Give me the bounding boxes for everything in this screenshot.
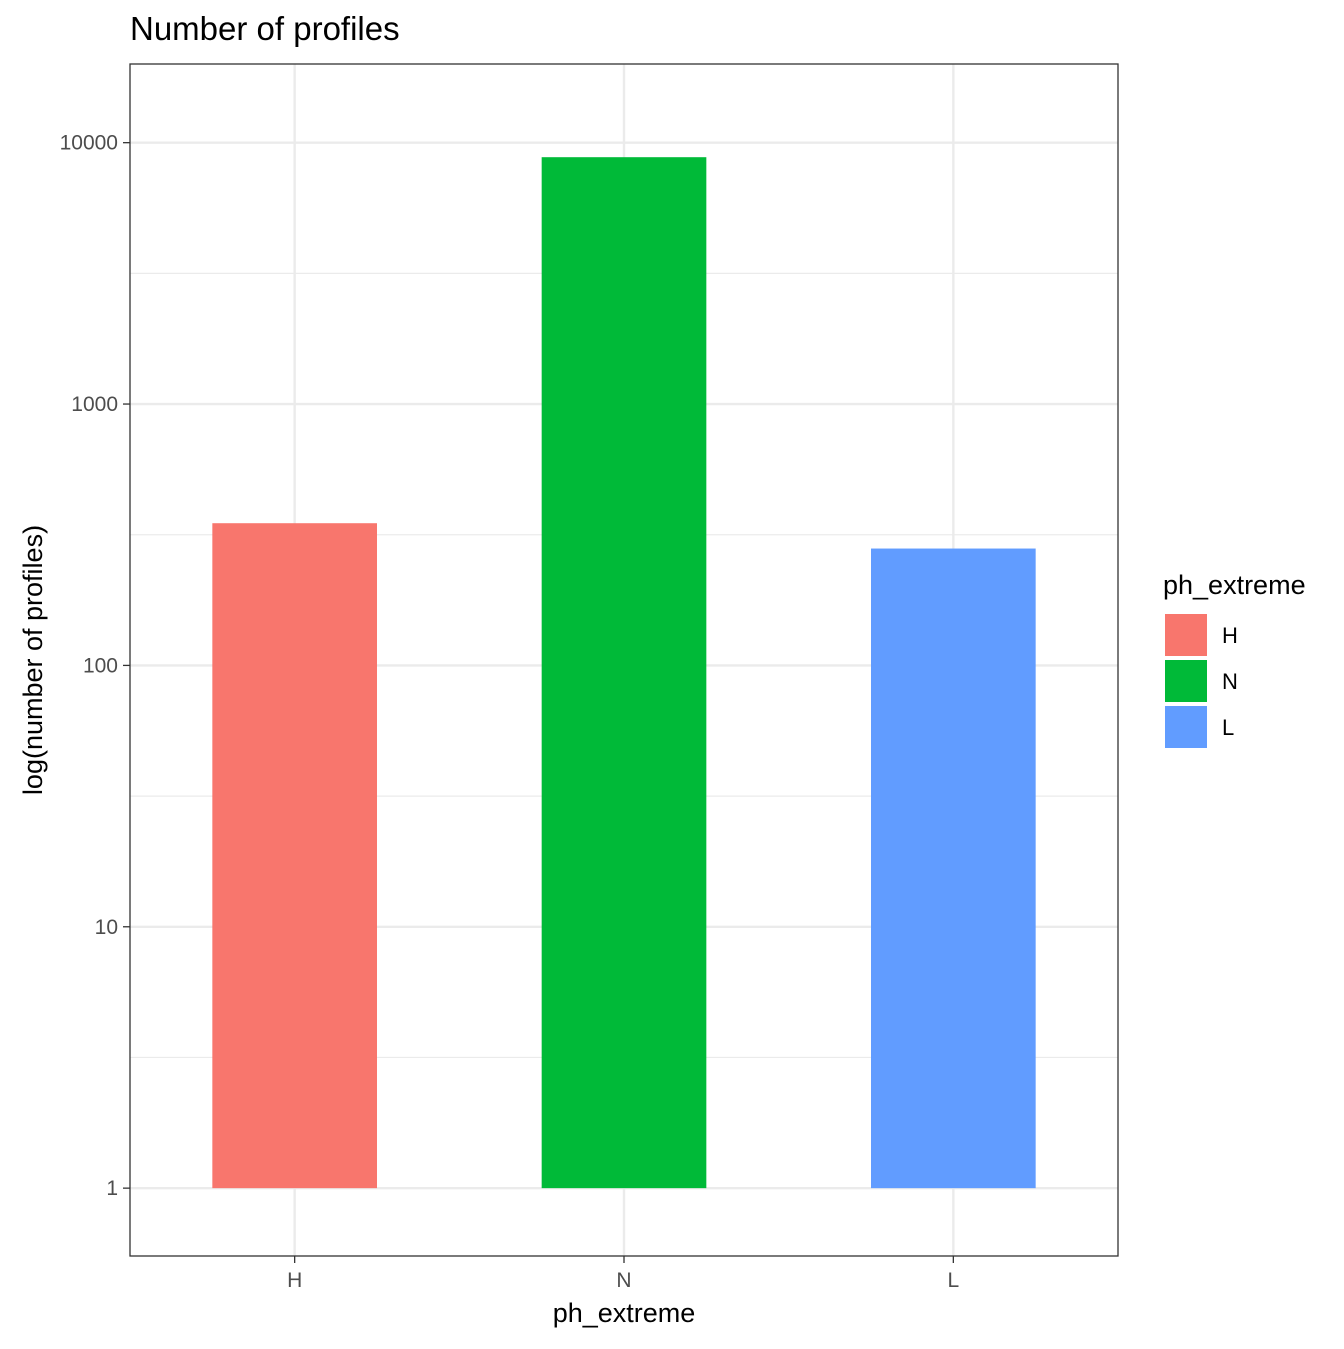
y-axis-title: log(number of profiles) [18,525,48,795]
legend-key-N [1165,660,1207,702]
legend-label: L [1222,715,1234,740]
legend-key-H [1165,614,1207,656]
x-axis-title: ph_extreme [553,1298,696,1328]
legend-title: ph_extreme [1163,570,1306,600]
legend: ph_extreme HNL [1163,570,1306,748]
x-tick-label: L [947,1269,959,1292]
legend-label: H [1222,623,1238,648]
y-axis-ticks: 1 10 100 1000 10000 [60,132,130,1200]
bars [212,157,1036,1189]
y-tick-label: 1000 [71,393,118,416]
bar-N [541,157,707,1189]
legend-items: HNL [1165,614,1238,748]
y-tick-label: 100 [83,654,118,677]
bar-H [212,523,377,1189]
legend-label: N [1222,669,1238,694]
y-tick-label: 10000 [60,132,118,155]
chart-title: Number of profiles [130,10,400,47]
y-tick-label: 10 [95,916,118,939]
x-tick-label: H [287,1269,302,1292]
bar-L [871,548,1036,1189]
x-tick-label: N [616,1269,631,1292]
legend-key-L [1165,706,1207,748]
y-tick-label: 1 [106,1177,118,1200]
